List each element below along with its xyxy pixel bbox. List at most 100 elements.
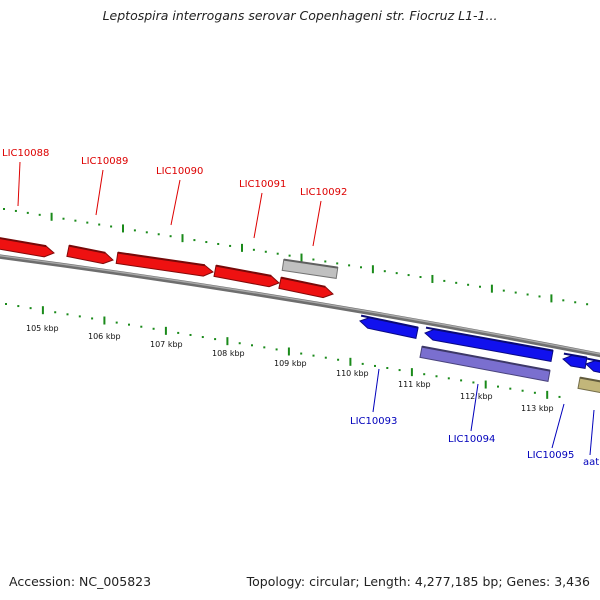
upper-tick-minor <box>514 291 517 294</box>
upper-tick-minor <box>217 242 220 245</box>
lower-tick-major <box>164 326 167 335</box>
accession-label: Accession: NC_005823 <box>9 574 152 589</box>
lower-tick-minor <box>447 377 450 380</box>
lower-tick-minor <box>78 315 81 318</box>
upper-tick-minor <box>38 213 41 216</box>
leader-lic10092 <box>312 200 322 247</box>
lower-tick-minor <box>361 362 364 365</box>
gene-lic10091-body <box>213 265 280 288</box>
leader-lic10088 <box>17 161 21 207</box>
gene-lic10088-body <box>0 237 55 258</box>
upper-tick-minor <box>479 285 481 288</box>
upper-tick-minor <box>324 260 327 263</box>
upper-tick-major <box>490 284 493 293</box>
gene-label-lic10088: LIC10088 <box>2 148 49 159</box>
feature-olive-body <box>577 377 600 393</box>
upper-tick-minor <box>252 248 255 251</box>
gene-lic10094-shadow <box>425 326 554 352</box>
lower-tick-major <box>546 390 549 399</box>
lower-tick-minor <box>472 381 475 384</box>
feature-purple <box>419 345 551 382</box>
gene-label-lic10095: LIC10095 <box>527 450 574 461</box>
lower-tick-minor <box>189 333 192 336</box>
lower-tick-minor <box>152 327 155 330</box>
lower-tick-major <box>226 337 229 346</box>
leader-lic10089 <box>95 169 104 216</box>
gene-lic10092-shadow <box>280 276 326 288</box>
upper-tick-minor <box>98 223 101 226</box>
lower-tick-minor <box>177 331 180 334</box>
lower-tick-minor <box>5 303 7 305</box>
upper-tick-minor <box>383 270 386 273</box>
gene-lic10088 <box>0 237 55 258</box>
upper-tick-minor <box>193 239 196 242</box>
lower-tick-major <box>410 368 413 377</box>
feature-grey <box>281 258 339 279</box>
gene-lic10094 <box>424 326 554 362</box>
lower-tick-minor <box>423 373 426 376</box>
upper-tick-major <box>300 253 303 262</box>
upper-tick-minor <box>419 276 422 279</box>
gene-label-lic10094: LIC10094 <box>448 434 495 445</box>
lower-tick-minor <box>238 342 241 345</box>
lower-tick-minor <box>509 387 512 390</box>
kbp-label-4: 108 kbp <box>212 349 245 358</box>
upper-tick-minor <box>467 283 470 286</box>
upper-tick-major <box>241 243 243 252</box>
lower-tick-minor <box>374 364 376 367</box>
upper-tick-minor <box>3 208 5 210</box>
lower-tick-minor <box>398 369 401 372</box>
upper-tick-minor <box>14 209 17 212</box>
feature-purple-shadow <box>421 345 551 372</box>
kbp-label-3: 107 kbp <box>150 340 183 349</box>
kbp-label-2: 106 kbp <box>88 332 121 341</box>
feature-grey-shadow <box>283 258 338 269</box>
leader-lic10094 <box>470 383 479 432</box>
lower-tick-minor <box>275 348 278 351</box>
lower-tick-minor <box>128 323 130 326</box>
lower-tick-major <box>287 347 290 356</box>
lower-tick-minor <box>521 389 524 392</box>
gene-lic10095 <box>562 352 588 369</box>
backbone-highlight <box>0 254 600 355</box>
gene-label-aat: aat <box>583 457 599 468</box>
upper-tick-minor <box>312 258 315 261</box>
kbp-label-9: 113 kbp <box>521 404 554 413</box>
gene-lic10095-shadow <box>563 352 588 359</box>
upper-tick-minor <box>145 231 148 234</box>
gene-lic10089 <box>66 244 114 265</box>
upper-tick-minor <box>348 264 351 267</box>
gene-lic10090 <box>115 251 214 277</box>
gene-lic10093-shadow <box>360 314 419 329</box>
gene-lic10093 <box>359 314 419 339</box>
kbp-label-1: 105 kbp <box>26 324 59 333</box>
feature-track <box>0 237 600 393</box>
lower-tick-minor <box>386 367 389 370</box>
upper-tick-minor <box>86 221 89 224</box>
upper-tick-minor <box>110 225 113 228</box>
lower-tick-minor <box>115 321 118 324</box>
upper-tick-minor <box>62 217 65 220</box>
upper-tick-minor <box>74 219 77 222</box>
upper-tick-major <box>122 224 124 233</box>
gene-label-lic10089: LIC10089 <box>81 156 128 167</box>
genome-summary: Topology: circular; Length: 4,277,185 bp… <box>246 574 590 589</box>
upper-tick-minor <box>229 244 232 247</box>
lower-tick-minor <box>91 317 94 320</box>
leader-lic10093 <box>372 368 380 413</box>
lower-tick-minor <box>435 375 438 378</box>
gene-aat <box>585 357 600 373</box>
upper-tick-minor <box>360 266 362 269</box>
lower-tick-minor <box>337 358 340 361</box>
gene-lic10090-shadow <box>117 251 206 267</box>
upper-tick-minor <box>157 233 160 236</box>
label-leaders <box>17 161 595 456</box>
lower-tick-minor <box>214 338 217 341</box>
gene-lic10092 <box>278 276 334 299</box>
gene-lic10089-body <box>66 245 114 265</box>
upper-tick-minor <box>574 301 577 304</box>
kbp-label-6: 110 kbp <box>336 369 369 378</box>
upper-tick-major <box>550 294 553 303</box>
feature-olive <box>577 376 600 393</box>
gene-label-lic10093: LIC10093 <box>350 416 397 427</box>
